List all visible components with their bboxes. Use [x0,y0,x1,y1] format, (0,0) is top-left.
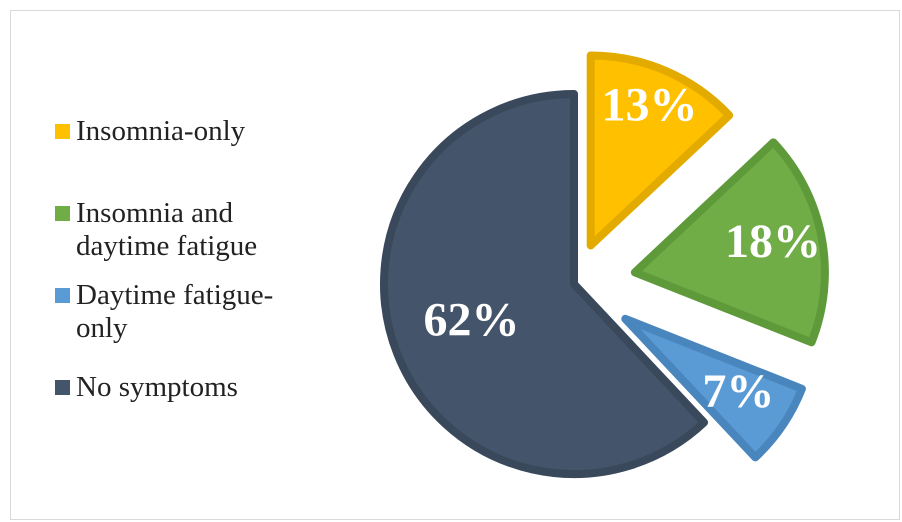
legend-label-no-symptoms: No symptoms [76,371,238,403]
pie-slice-no-symptoms [380,90,709,478]
legend-swatch-no-symptoms [55,380,70,395]
pie-chart: 13% 18% 7% 62% [380,51,829,478]
legend: Insomnia-only Insomnia and daytime fatig… [55,11,375,521]
pie-label-insomnia-only: 13% [602,78,698,131]
legend-label-daytime-fatigue-only: Daytime fatigue-only [76,279,274,344]
legend-item-insomnia-only: Insomnia-only [55,115,326,148]
legend-label-insomnia-and-fatigue: Insomnia and daytime fatigue [76,197,258,262]
legend-item-daytime-fatigue-only: Daytime fatigue-only [55,279,311,345]
legend-swatch-daytime-fatigue-only [55,288,70,303]
legend-item-insomnia-and-fatigue: Insomnia and daytime fatigue [55,197,326,263]
pie-label-daytime-fatigue-only: 7% [702,365,774,418]
pie-slice-insomnia-only [586,51,734,250]
pie-slice-insomnia-and-daytime-fatigue [630,138,829,347]
legend-item-no-symptoms: No symptoms [55,371,326,404]
pie-slice-daytime-fatigue-only [621,314,806,462]
legend-label-insomnia-only: Insomnia-only [76,115,246,147]
pie-label-no-symptoms: 62% [424,294,520,347]
legend-swatch-insomnia-and-fatigue [55,206,70,221]
legend-swatch-insomnia-only [55,124,70,139]
chart-frame: Insomnia-only Insomnia and daytime fatig… [10,10,900,520]
pie-label-insomnia-and-daytime-fatigue: 18% [725,215,821,268]
